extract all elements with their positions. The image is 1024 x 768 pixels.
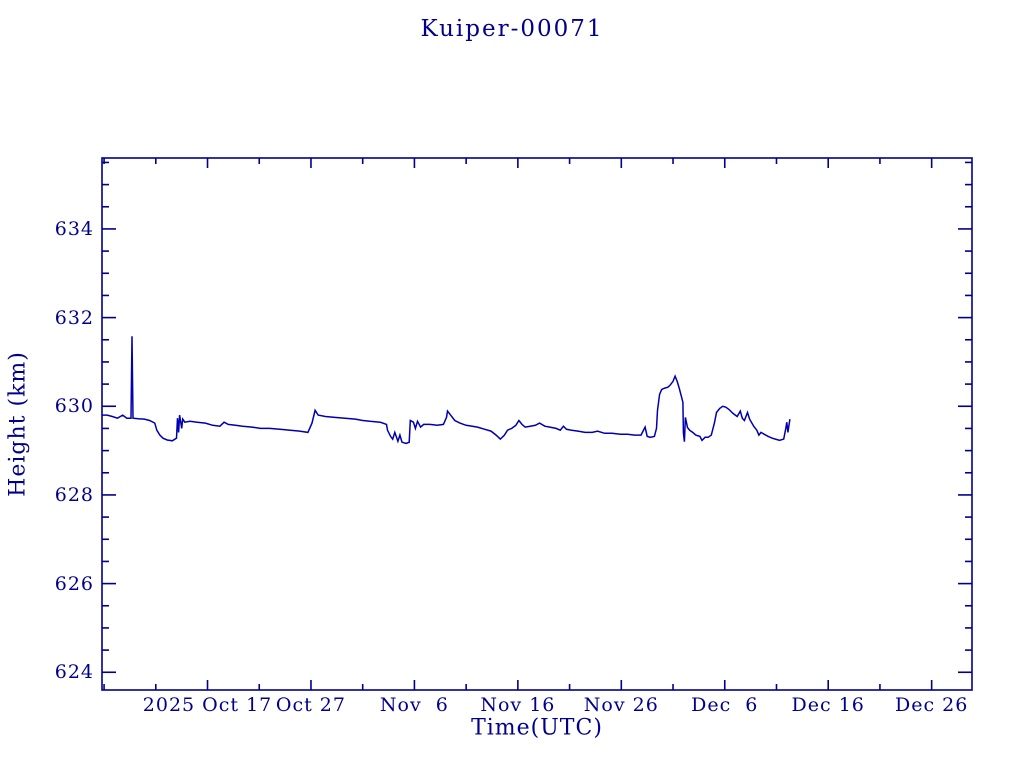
x-tick-label: Nov 16	[480, 694, 556, 716]
y-tick-label: 630	[54, 395, 94, 418]
x-tick-label: Nov 26	[583, 694, 659, 716]
y-tick-label: 626	[54, 572, 94, 595]
x-tick-label: Oct 27	[275, 694, 346, 716]
x-tick-label: 2025 Oct 17	[142, 694, 273, 716]
x-tick-label: Dec 6	[691, 694, 759, 716]
chart-title: Kuiper-00071	[420, 16, 604, 42]
y-tick-label: 628	[54, 483, 94, 506]
y-tick-label: 634	[54, 217, 94, 240]
height-series-line	[102, 336, 791, 445]
y-tick-label: 624	[54, 661, 94, 684]
x-tick-label: Nov 6	[379, 694, 449, 716]
x-tick-label: Dec 16	[791, 694, 865, 716]
y-tick-label: 632	[54, 306, 94, 329]
x-axis-label: Time(UTC)	[471, 715, 603, 741]
plot-frame	[101, 157, 973, 691]
x-tick-label: Dec 26	[894, 694, 969, 716]
